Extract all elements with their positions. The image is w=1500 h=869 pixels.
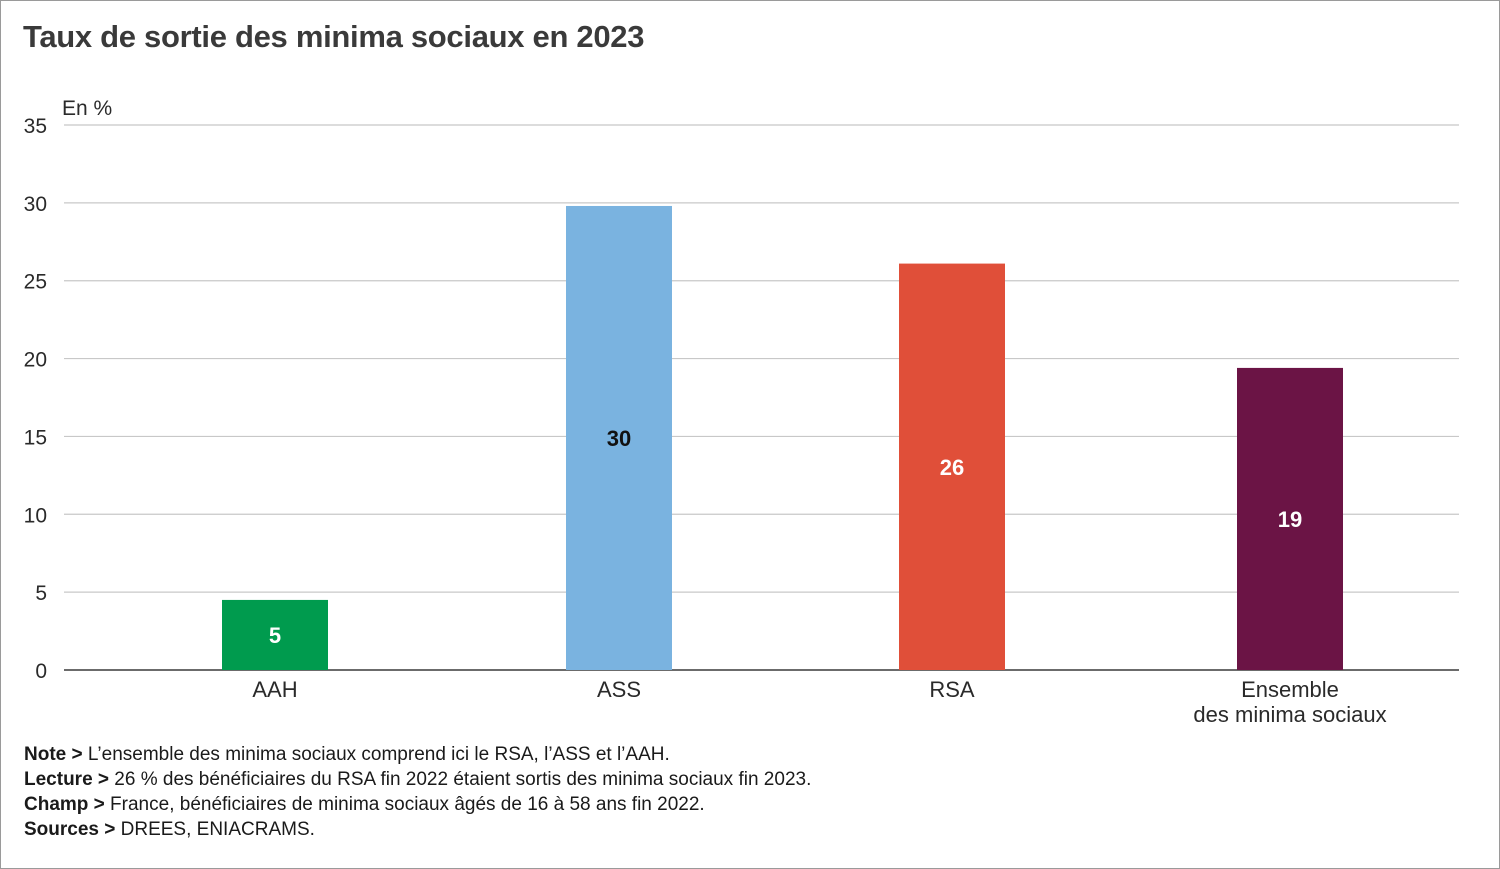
bar-value-label: 26 (940, 455, 964, 480)
x-axis-labels: AAH ASS RSA Ensemble des minima sociaux (252, 677, 1386, 727)
bars: 5 30 26 19 (222, 205, 1343, 670)
bar (222, 599, 328, 670)
sources-row: Sources > DREES, ENIACRAMS. (24, 817, 811, 842)
y-tick-label: 15 (24, 426, 47, 449)
bar-value-label: 19 (1278, 507, 1302, 532)
y-tick-label: 20 (24, 349, 47, 372)
lecture-row: Lecture > 26 % des bénéficiaires du RSA … (24, 767, 811, 792)
chart-title: Taux de sortie des minima sociaux en 202… (23, 19, 645, 54)
y-tick-label: 35 (24, 115, 47, 138)
y-axis-ticks: 0 5 10 15 20 25 30 35 (24, 115, 47, 683)
champ-text: France, bénéficiaires de minima sociaux … (104, 794, 705, 815)
bar-chart: 0 5 10 15 20 25 30 35 En % 5 30 26 19 AAH ASS RSA Ens… (24, 97, 1459, 727)
bar-value-label: 30 (607, 426, 631, 451)
note-label: Note > (24, 744, 83, 765)
x-category-label: ASS (597, 677, 641, 702)
x-category-label: AAH (252, 677, 297, 702)
bar (1237, 367, 1343, 670)
sources-text: DREES, ENIACRAMS. (115, 819, 315, 840)
y-tick-label: 30 (24, 193, 47, 216)
y-tick-label: 25 (24, 271, 47, 294)
chart-notes: Note > L’ensemble des minima sociaux com… (24, 742, 811, 842)
x-category-label: Ensemble des minima sociaux (1193, 677, 1386, 727)
note-row: Note > L’ensemble des minima sociaux com… (24, 742, 811, 767)
y-tick-label: 0 (35, 660, 47, 683)
sources-label: Sources > (24, 819, 116, 840)
bar-value-label: 5 (269, 623, 281, 648)
champ-label: Champ > (24, 794, 105, 815)
champ-row: Champ > France, bénéficiaires de minima … (24, 792, 811, 817)
x-category-label: RSA (929, 677, 975, 702)
bar (899, 263, 1005, 670)
y-unit-label: En % (62, 97, 112, 120)
y-tick-label: 10 (24, 504, 47, 527)
lecture-label: Lecture > (24, 769, 110, 790)
y-tick-label: 5 (35, 582, 47, 605)
note-text: L’ensemble des minima sociaux comprend i… (82, 744, 670, 765)
bar (566, 205, 672, 670)
lecture-text: 26 % des bénéficiaires du RSA fin 2022 é… (109, 769, 812, 790)
